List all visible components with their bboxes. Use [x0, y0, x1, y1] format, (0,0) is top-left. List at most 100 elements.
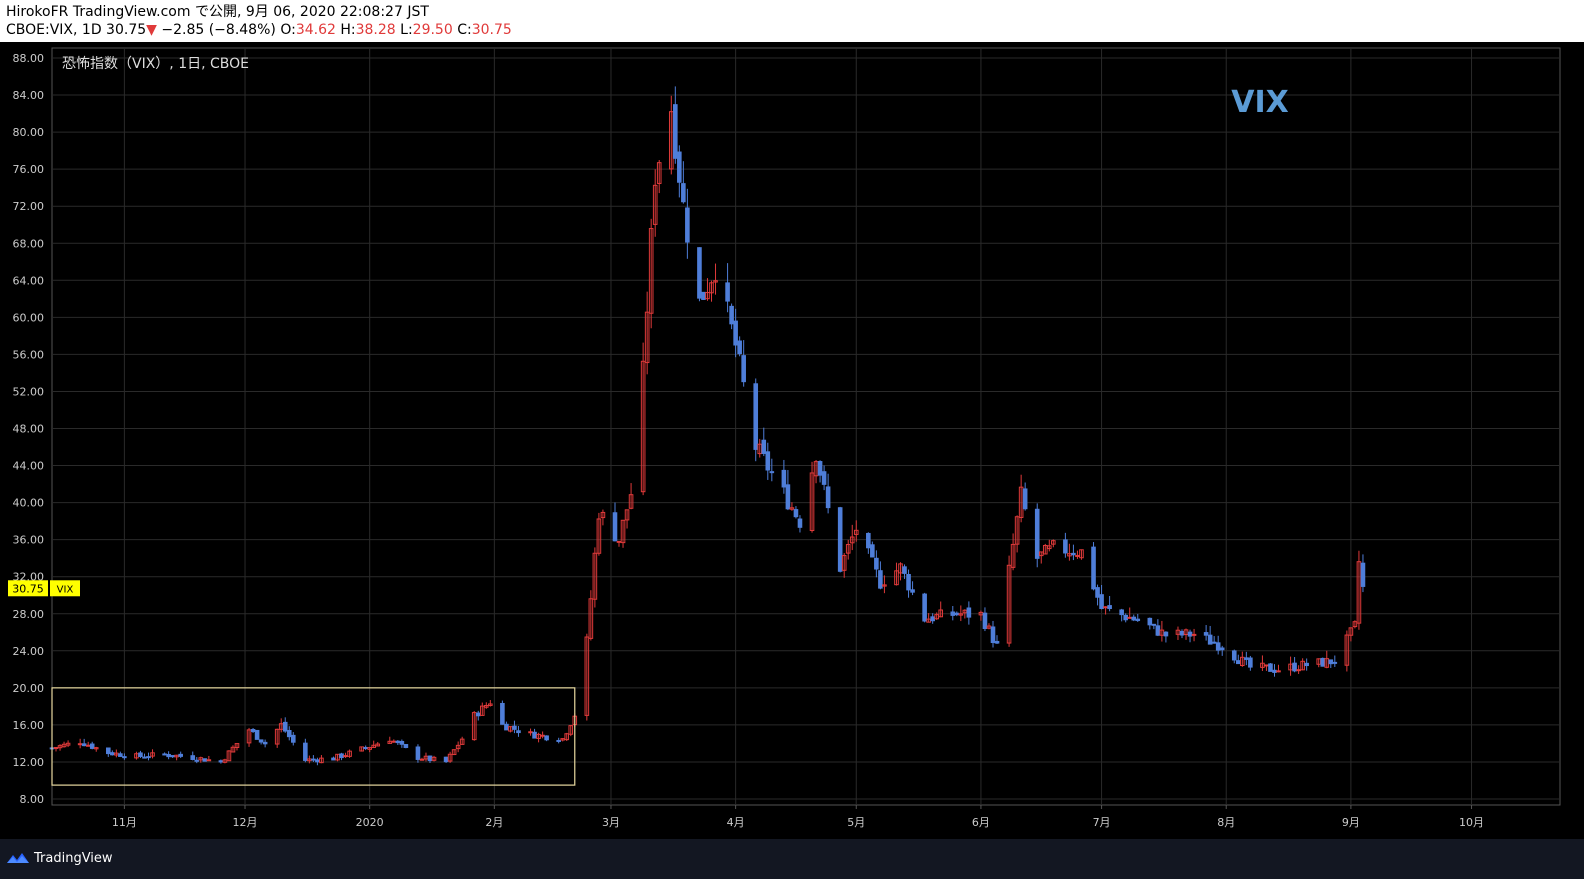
- candle-body: [1240, 656, 1245, 667]
- candle-body: [1360, 562, 1366, 587]
- candle-body: [588, 598, 594, 639]
- y-tick-label: 72.00: [13, 200, 45, 213]
- tradingview-logo-icon[interactable]: [6, 851, 30, 865]
- x-axis: 11月 12月 2020 2月 3月 4月 5月 6月 7月 8月 9月 10月: [112, 805, 1484, 829]
- candle-body: [809, 472, 815, 531]
- open-label: O:: [280, 22, 296, 38]
- candle-body: [906, 574, 911, 591]
- candle-body: [540, 734, 545, 737]
- candle-body: [290, 734, 296, 743]
- low-value: 29.50: [412, 22, 453, 38]
- candle-body: [77, 743, 83, 746]
- candle-body: [443, 756, 449, 763]
- chart-header: HirokoFR TradingView.com で公開, 9月 06, 202…: [0, 0, 1584, 42]
- candle-body: [1123, 614, 1128, 621]
- candle-body: [902, 566, 907, 574]
- candle-body: [1006, 564, 1012, 644]
- candle-body: [218, 760, 224, 763]
- candle-body: [403, 744, 409, 749]
- y-tick-label: 88.00: [13, 52, 45, 65]
- candle-body: [733, 320, 738, 346]
- high-value: 38.28: [355, 22, 396, 38]
- candle-body: [556, 739, 561, 742]
- candle-body: [1155, 625, 1161, 636]
- candle-body: [1014, 516, 1020, 545]
- candle-body: [825, 486, 831, 509]
- candle-body: [1063, 539, 1068, 554]
- candlestick-chart[interactable]: 8.0012.0016.0020.0024.0028.0032.0036.004…: [0, 42, 1584, 839]
- x-tick-label: 2020: [356, 816, 384, 829]
- candle-body: [194, 759, 200, 762]
- last-price-symbol: VIX: [57, 584, 74, 595]
- candle-body: [250, 728, 256, 732]
- candle-body: [990, 626, 996, 644]
- x-tick-label: 8月: [1217, 816, 1235, 829]
- symbol-info-line: CBOE:VIX, 1D 30.75▼ −2.85 (−8.48%) O:34.…: [6, 22, 512, 39]
- candle-body: [616, 540, 622, 543]
- candle-body: [882, 584, 887, 587]
- candle-body: [150, 752, 155, 757]
- brand-name[interactable]: TradingView: [34, 851, 113, 866]
- candle-body: [230, 746, 236, 753]
- candle-body: [1042, 544, 1048, 555]
- y-tick-label: 40.00: [13, 497, 45, 510]
- candle-body: [1203, 632, 1209, 636]
- candle-body: [1135, 618, 1141, 622]
- y-tick-label: 44.00: [13, 460, 45, 473]
- candle-body: [1292, 662, 1297, 672]
- candle-body: [769, 471, 775, 474]
- candle-body: [958, 613, 964, 616]
- x-tick-label: 9月: [1342, 816, 1360, 829]
- candle-body: [950, 611, 956, 616]
- candle-body: [516, 730, 521, 734]
- candle-body: [1344, 634, 1350, 666]
- candle-body: [1071, 552, 1076, 556]
- candle-body: [122, 756, 127, 759]
- x-tick-label: 10月: [1459, 816, 1484, 829]
- candle-body: [709, 282, 714, 294]
- candle-body: [697, 247, 702, 299]
- candle-body: [105, 747, 111, 755]
- candle-body: [612, 512, 618, 542]
- candle-body: [89, 743, 95, 749]
- candle-body: [652, 184, 658, 225]
- y-tick-label: 52.00: [13, 385, 45, 398]
- candle-body: [202, 758, 208, 762]
- candle-body: [1276, 670, 1281, 673]
- candle-body: [363, 747, 368, 750]
- highlight-box: [51, 687, 576, 786]
- candles: [49, 86, 1366, 766]
- candle-body: [781, 469, 787, 488]
- candle-body: [1356, 561, 1362, 624]
- candle-body: [1296, 669, 1301, 672]
- candle-body: [262, 741, 268, 745]
- y-tick-label: 24.00: [13, 645, 45, 658]
- candle-body: [866, 532, 871, 549]
- candle-body: [504, 723, 509, 731]
- candle-body: [1268, 663, 1273, 672]
- candle-body: [1211, 641, 1217, 644]
- footer: TradingView: [0, 839, 1584, 879]
- candle-body: [258, 739, 264, 743]
- candle-body: [315, 759, 320, 763]
- x-tick-label: 2月: [485, 816, 503, 829]
- candle-body: [1272, 669, 1277, 673]
- candle-body: [922, 593, 927, 622]
- candle-body: [475, 712, 481, 717]
- candle-body: [1022, 488, 1028, 510]
- candle-body: [1244, 657, 1249, 660]
- y-tick-label: 16.00: [13, 719, 45, 732]
- y-tick-label: 76.00: [13, 163, 45, 176]
- candle-body: [874, 557, 879, 570]
- candle-body: [528, 731, 533, 734]
- candle-body: [761, 439, 767, 454]
- candle-body: [118, 753, 123, 757]
- last-price-symbol-tag: [50, 580, 80, 597]
- last-price-value: 30.75: [12, 582, 44, 595]
- y-tick-label: 8.00: [20, 793, 45, 806]
- candle-body: [1348, 627, 1354, 636]
- y-tick-label: 20.00: [13, 682, 45, 695]
- candle-body: [705, 292, 710, 300]
- candle-body: [1127, 616, 1133, 619]
- open-value: 34.62: [295, 22, 336, 38]
